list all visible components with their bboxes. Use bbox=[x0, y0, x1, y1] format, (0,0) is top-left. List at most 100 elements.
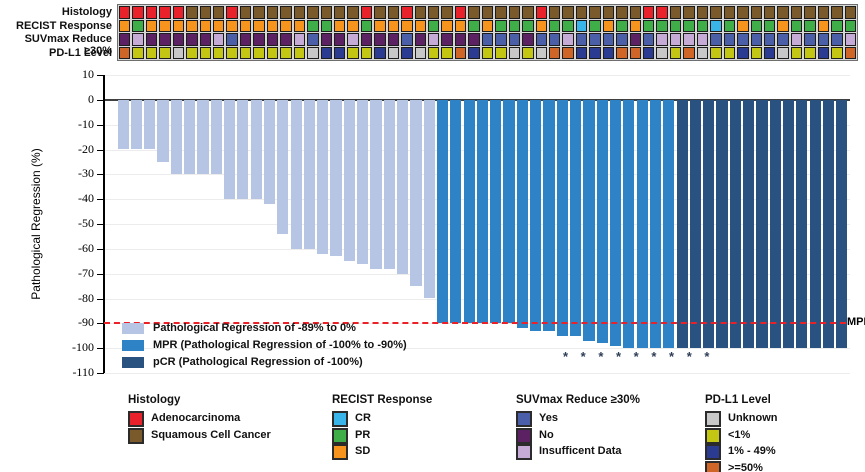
annotation-cell-histology bbox=[280, 6, 292, 19]
annotation-cell-histology bbox=[562, 6, 574, 19]
annotation-cell-recist bbox=[495, 19, 507, 32]
y-tick-label: -100 bbox=[72, 340, 94, 355]
annotation-cell-suvmax bbox=[333, 33, 346, 46]
legend-item-label: SD bbox=[355, 445, 371, 457]
annotation-cell-suvmax bbox=[696, 33, 709, 46]
annotation-cell-histology bbox=[159, 6, 171, 19]
annotation-cell-histology bbox=[293, 6, 306, 19]
annotation-cell-recist bbox=[213, 19, 225, 32]
waterfall-bar-light bbox=[277, 99, 289, 234]
annotation-cell-recist bbox=[253, 19, 265, 32]
annotation-cell-recist bbox=[817, 19, 830, 32]
waterfall-bar-pcr bbox=[729, 99, 741, 349]
annotation-cell-pdl1 bbox=[119, 46, 131, 59]
y-tick-mark bbox=[97, 124, 104, 126]
legend-group-title: RECIST Response bbox=[332, 394, 433, 406]
waterfall-bar-light bbox=[343, 99, 355, 262]
annotation-cell-histology bbox=[307, 6, 319, 19]
y-axis-title-text: Pathological Regression (%) bbox=[29, 148, 43, 300]
annotation-cell-pdl1 bbox=[401, 46, 413, 59]
plot-legend-swatch bbox=[122, 357, 144, 368]
annotation-cell-pdl1 bbox=[535, 46, 547, 59]
annotation-row-label-histology: Histology bbox=[61, 6, 112, 18]
annotation-cell-histology bbox=[360, 6, 373, 19]
waterfall-bar-mpr bbox=[516, 99, 528, 329]
waterfall-bar-mpr bbox=[490, 99, 502, 324]
annotation-cell-recist bbox=[562, 19, 574, 32]
annotation-cell-recist bbox=[763, 19, 776, 32]
annotation-cell-pdl1 bbox=[656, 46, 668, 59]
annotation-cell-recist bbox=[387, 19, 400, 32]
annotation-cell-histology bbox=[266, 6, 279, 19]
y-tick-mark bbox=[97, 99, 104, 101]
annotation-cell-recist bbox=[683, 19, 695, 32]
y-tick-mark bbox=[97, 273, 104, 275]
annotation-cell-histology bbox=[750, 6, 762, 19]
annotation-cell-pdl1 bbox=[239, 46, 252, 59]
annotation-cell-suvmax bbox=[454, 33, 467, 46]
gridline-y-100 bbox=[104, 348, 850, 350]
waterfall-bar-light bbox=[290, 99, 302, 249]
y-tick-mark bbox=[97, 224, 104, 225]
annotation-row-label-recist: RECIST Response bbox=[16, 19, 112, 32]
annotation-cell-pdl1 bbox=[562, 46, 574, 59]
annotation-cell-histology bbox=[710, 6, 722, 19]
legend-item-label: Insufficent Data bbox=[539, 445, 622, 457]
annotation-cell-recist bbox=[589, 19, 601, 32]
annotation-cell-histology bbox=[333, 6, 346, 19]
annotation-cell-pdl1 bbox=[616, 46, 628, 59]
annotation-cell-suvmax bbox=[844, 33, 856, 46]
annotation-cell-histology bbox=[575, 6, 588, 19]
legend-swatch bbox=[705, 460, 721, 472]
mpr-line-label: MPR bbox=[847, 316, 865, 329]
annotation-cell-recist bbox=[428, 19, 440, 32]
annotation-cell-histology bbox=[831, 6, 843, 19]
annotation-cell-recist bbox=[696, 19, 709, 32]
annotation-cell-recist bbox=[535, 19, 547, 32]
annotation-cell-recist bbox=[307, 19, 319, 32]
annotation-cell-histology bbox=[119, 6, 131, 19]
y-tick-mark bbox=[97, 149, 104, 151]
waterfall-bar-light bbox=[423, 99, 435, 299]
annotation-cell-histology bbox=[508, 6, 521, 19]
annotation-cell-suvmax bbox=[495, 33, 507, 46]
annotation-cell-pdl1 bbox=[454, 46, 467, 59]
annotation-cell-pdl1 bbox=[374, 46, 386, 59]
waterfall-bar-light bbox=[184, 99, 196, 175]
annotation-cell-pdl1 bbox=[280, 46, 292, 59]
annotation-cell-histology bbox=[777, 6, 789, 19]
annotation-cell-suvmax bbox=[790, 33, 803, 46]
annotation-cell-pdl1 bbox=[522, 46, 534, 59]
annotation-cell-recist bbox=[132, 19, 144, 32]
annotation-cell-pdl1 bbox=[172, 46, 185, 59]
annotation-cell-pdl1 bbox=[696, 46, 709, 59]
annotation-cell-recist bbox=[737, 19, 749, 32]
waterfall-bar-mpr bbox=[636, 99, 648, 349]
annotation-row-suvmax bbox=[119, 33, 856, 46]
annotation-cell-recist bbox=[522, 19, 534, 32]
annotation-cell-pdl1 bbox=[777, 46, 789, 59]
annotation-cell-recist bbox=[777, 19, 789, 32]
annotation-cell-pdl1 bbox=[643, 46, 655, 59]
annotation-cell-suvmax bbox=[575, 33, 588, 46]
annotation-cell-recist bbox=[804, 19, 816, 32]
annotation-cell-histology bbox=[145, 6, 158, 19]
y-tick-label: -60 bbox=[78, 240, 94, 255]
waterfall-bar-mpr bbox=[649, 99, 662, 349]
annotation-cell-histology bbox=[454, 6, 467, 19]
annotation-cell-suvmax bbox=[831, 33, 843, 46]
waterfall-bar-mpr bbox=[463, 99, 475, 324]
waterfall-bar-mpr bbox=[543, 99, 555, 331]
annotation-cell-suvmax bbox=[468, 33, 480, 46]
waterfall-bar-mpr bbox=[663, 99, 675, 349]
annotation-cell-recist bbox=[159, 19, 171, 32]
legend-item-label: CR bbox=[355, 412, 371, 424]
annotation-row-label-suvmax: SUVmax Reduce ≥30% bbox=[24, 33, 112, 58]
waterfall-bar-mpr bbox=[450, 99, 462, 324]
waterfall-bar-pcr bbox=[809, 99, 821, 349]
annotation-cell-histology bbox=[723, 6, 736, 19]
annotation-cell-pdl1 bbox=[831, 46, 843, 59]
waterfall-bar-mpr bbox=[623, 99, 635, 349]
annotation-cell-suvmax bbox=[750, 33, 762, 46]
annotation-cell-histology bbox=[414, 6, 427, 19]
